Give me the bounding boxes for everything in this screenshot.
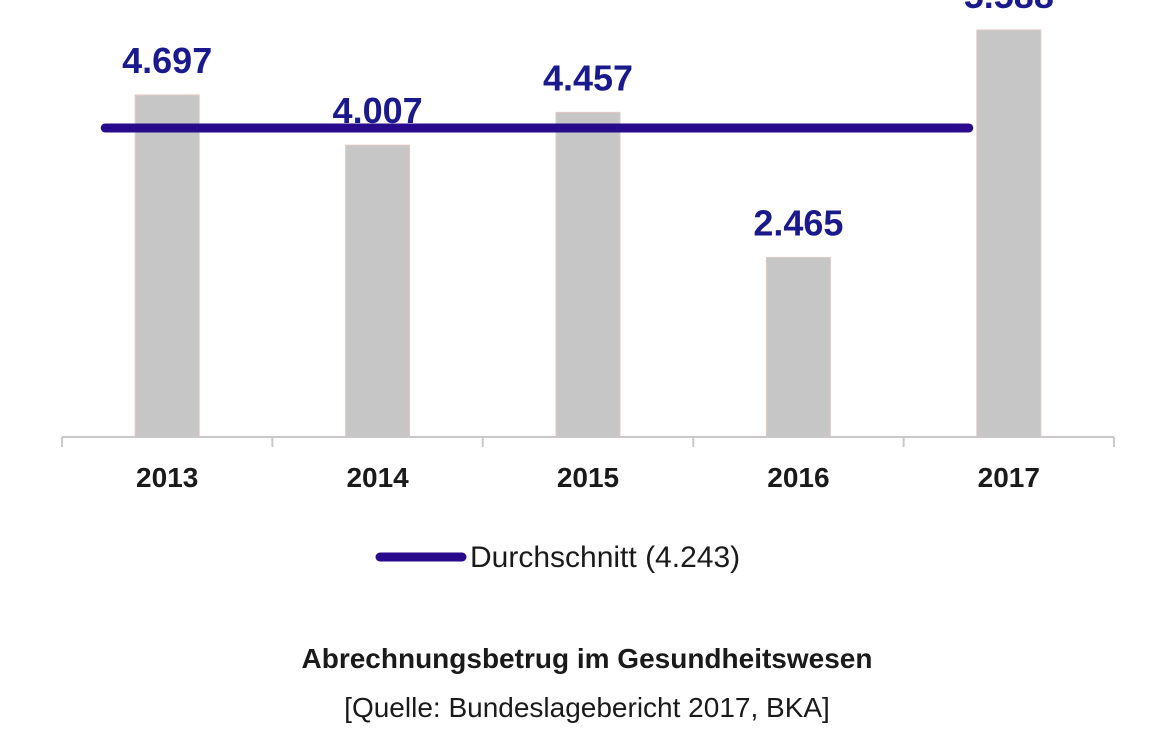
x-tick-label-2013: 2013 xyxy=(136,462,198,493)
x-tick-label-2017: 2017 xyxy=(978,462,1040,493)
x-tick-label-2014: 2014 xyxy=(346,462,409,493)
chart-caption-title: Abrechnungsbetrug im Gesundheitswesen xyxy=(302,643,873,674)
x-tick-labels-group: 2013 2014 2015 2016 2017 xyxy=(136,462,1040,493)
bar-2013 xyxy=(134,94,200,438)
x-axis-ticks xyxy=(61,437,1115,447)
data-labels-group: 4.697 4.007 4.457 2.465 5.588 xyxy=(122,0,1054,243)
data-label-2013: 4.697 xyxy=(122,40,212,81)
data-label-2015: 4.457 xyxy=(543,57,633,98)
chart-caption-source: [Quelle: Bundeslagebericht 2017, BKA] xyxy=(344,692,830,723)
bar-2017 xyxy=(976,29,1042,438)
bar-2015 xyxy=(555,111,621,438)
bars-group xyxy=(134,29,1042,438)
x-tick-label-2016: 2016 xyxy=(767,462,829,493)
legend-label-average: Durchschnitt (4.243) xyxy=(470,541,740,574)
data-label-2014: 4.007 xyxy=(333,90,423,131)
data-label-2016: 2.465 xyxy=(753,202,843,243)
x-tick-label-2015: 2015 xyxy=(557,462,619,493)
bar-2014 xyxy=(345,144,411,438)
data-label-2017: 5.588 xyxy=(964,0,1054,16)
bar-2016 xyxy=(765,256,831,438)
legend: Durchschnitt (4.243) xyxy=(375,541,740,574)
